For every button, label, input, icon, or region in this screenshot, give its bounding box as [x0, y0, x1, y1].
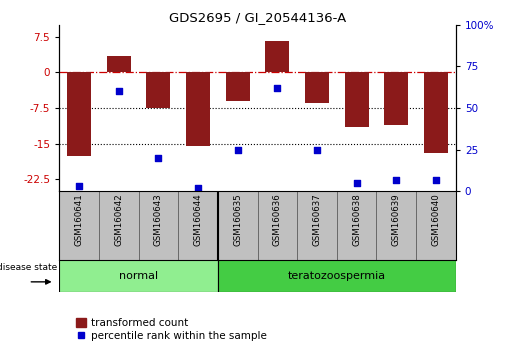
Title: GDS2695 / GI_20544136-A: GDS2695 / GI_20544136-A — [169, 11, 346, 24]
Bar — [297, 191, 337, 260]
Bar — [345, 72, 369, 127]
Bar — [305, 72, 329, 103]
Point — [234, 147, 242, 152]
Text: GSM160640: GSM160640 — [432, 193, 440, 246]
Point — [194, 185, 202, 191]
Bar — [186, 72, 210, 146]
Bar — [258, 191, 297, 260]
Bar — [384, 72, 408, 125]
Bar — [218, 260, 456, 292]
Point — [154, 155, 163, 161]
Bar — [265, 41, 289, 72]
Bar — [376, 191, 416, 260]
Bar — [99, 191, 139, 260]
Bar — [416, 191, 456, 260]
Text: GSM160638: GSM160638 — [352, 193, 361, 246]
Point — [352, 180, 360, 185]
Point — [75, 183, 83, 189]
Legend: transformed count, percentile rank within the sample: transformed count, percentile rank withi… — [72, 314, 271, 345]
Bar — [178, 191, 218, 260]
Point — [432, 177, 440, 182]
Text: GSM160642: GSM160642 — [114, 193, 123, 246]
Text: GSM160639: GSM160639 — [392, 193, 401, 246]
Bar — [226, 72, 250, 101]
Text: GSM160641: GSM160641 — [75, 193, 83, 246]
Text: GSM160637: GSM160637 — [313, 193, 321, 246]
Text: teratozoospermia: teratozoospermia — [288, 271, 386, 281]
Bar — [139, 191, 178, 260]
Text: disease state: disease state — [0, 263, 57, 272]
Text: normal: normal — [119, 271, 158, 281]
Bar — [59, 260, 218, 292]
Bar — [107, 56, 131, 72]
Point — [392, 177, 401, 182]
Text: GSM160636: GSM160636 — [273, 193, 282, 246]
Bar — [218, 191, 258, 260]
Text: GSM160643: GSM160643 — [154, 193, 163, 246]
Point — [273, 85, 281, 91]
Bar — [67, 72, 91, 155]
Bar — [424, 72, 448, 153]
Point — [313, 147, 321, 152]
Text: GSM160635: GSM160635 — [233, 193, 242, 246]
Bar — [59, 191, 99, 260]
Bar — [146, 72, 170, 108]
Bar — [337, 191, 376, 260]
Point — [114, 88, 123, 94]
Text: GSM160644: GSM160644 — [194, 193, 202, 246]
